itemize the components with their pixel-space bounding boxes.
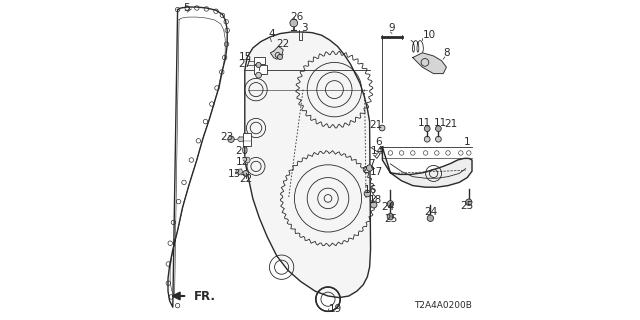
Text: 22: 22 [239, 174, 252, 184]
Circle shape [387, 213, 394, 220]
Circle shape [387, 201, 394, 207]
Text: 24: 24 [381, 202, 394, 212]
Circle shape [466, 199, 472, 205]
Polygon shape [243, 157, 250, 163]
Text: 8: 8 [443, 48, 450, 58]
Circle shape [367, 165, 372, 171]
Bar [254, 57, 265, 64]
Polygon shape [270, 46, 283, 59]
Circle shape [243, 171, 248, 176]
Text: 4: 4 [268, 28, 275, 39]
Bar [243, 133, 251, 146]
Text: 12: 12 [236, 156, 249, 167]
Circle shape [428, 215, 434, 221]
Text: 16: 16 [364, 185, 377, 196]
Circle shape [364, 190, 371, 197]
Text: 17: 17 [369, 167, 383, 177]
Text: 6: 6 [375, 137, 381, 148]
Circle shape [256, 72, 262, 78]
Text: 19: 19 [329, 304, 342, 314]
Circle shape [290, 19, 298, 27]
Text: 15: 15 [239, 52, 252, 62]
Text: 13: 13 [228, 169, 241, 180]
Circle shape [228, 136, 234, 142]
Polygon shape [236, 169, 243, 174]
Circle shape [256, 62, 261, 68]
Text: 26: 26 [291, 12, 303, 22]
Text: T2A4A0200B: T2A4A0200B [414, 301, 472, 310]
Circle shape [275, 52, 280, 58]
Text: 11: 11 [418, 118, 431, 128]
Text: 9: 9 [388, 23, 396, 33]
Text: 7: 7 [368, 159, 374, 169]
Text: 14: 14 [371, 146, 383, 156]
Text: 1: 1 [464, 137, 470, 148]
Circle shape [435, 126, 442, 132]
Text: 24: 24 [424, 207, 437, 217]
Circle shape [424, 126, 430, 132]
Text: 27: 27 [239, 59, 252, 69]
Text: 25: 25 [461, 201, 474, 212]
Circle shape [379, 125, 385, 131]
Text: 11: 11 [433, 118, 447, 128]
Text: 21: 21 [370, 120, 383, 131]
Circle shape [371, 202, 377, 208]
Polygon shape [237, 137, 244, 141]
Text: 25: 25 [384, 214, 397, 224]
Text: 3: 3 [301, 23, 308, 33]
Text: FR.: FR. [193, 290, 216, 302]
Text: 5: 5 [183, 3, 189, 13]
Text: 10: 10 [423, 29, 436, 40]
Polygon shape [245, 32, 371, 298]
Text: 20: 20 [235, 146, 248, 156]
Polygon shape [383, 147, 472, 187]
Text: 18: 18 [369, 195, 381, 205]
Text: 21: 21 [445, 119, 458, 129]
Circle shape [278, 54, 283, 60]
Circle shape [424, 136, 430, 142]
Bar [254, 65, 266, 74]
Circle shape [435, 136, 442, 142]
Polygon shape [413, 53, 447, 74]
Text: 22: 22 [276, 39, 290, 49]
Text: 23: 23 [220, 132, 233, 142]
